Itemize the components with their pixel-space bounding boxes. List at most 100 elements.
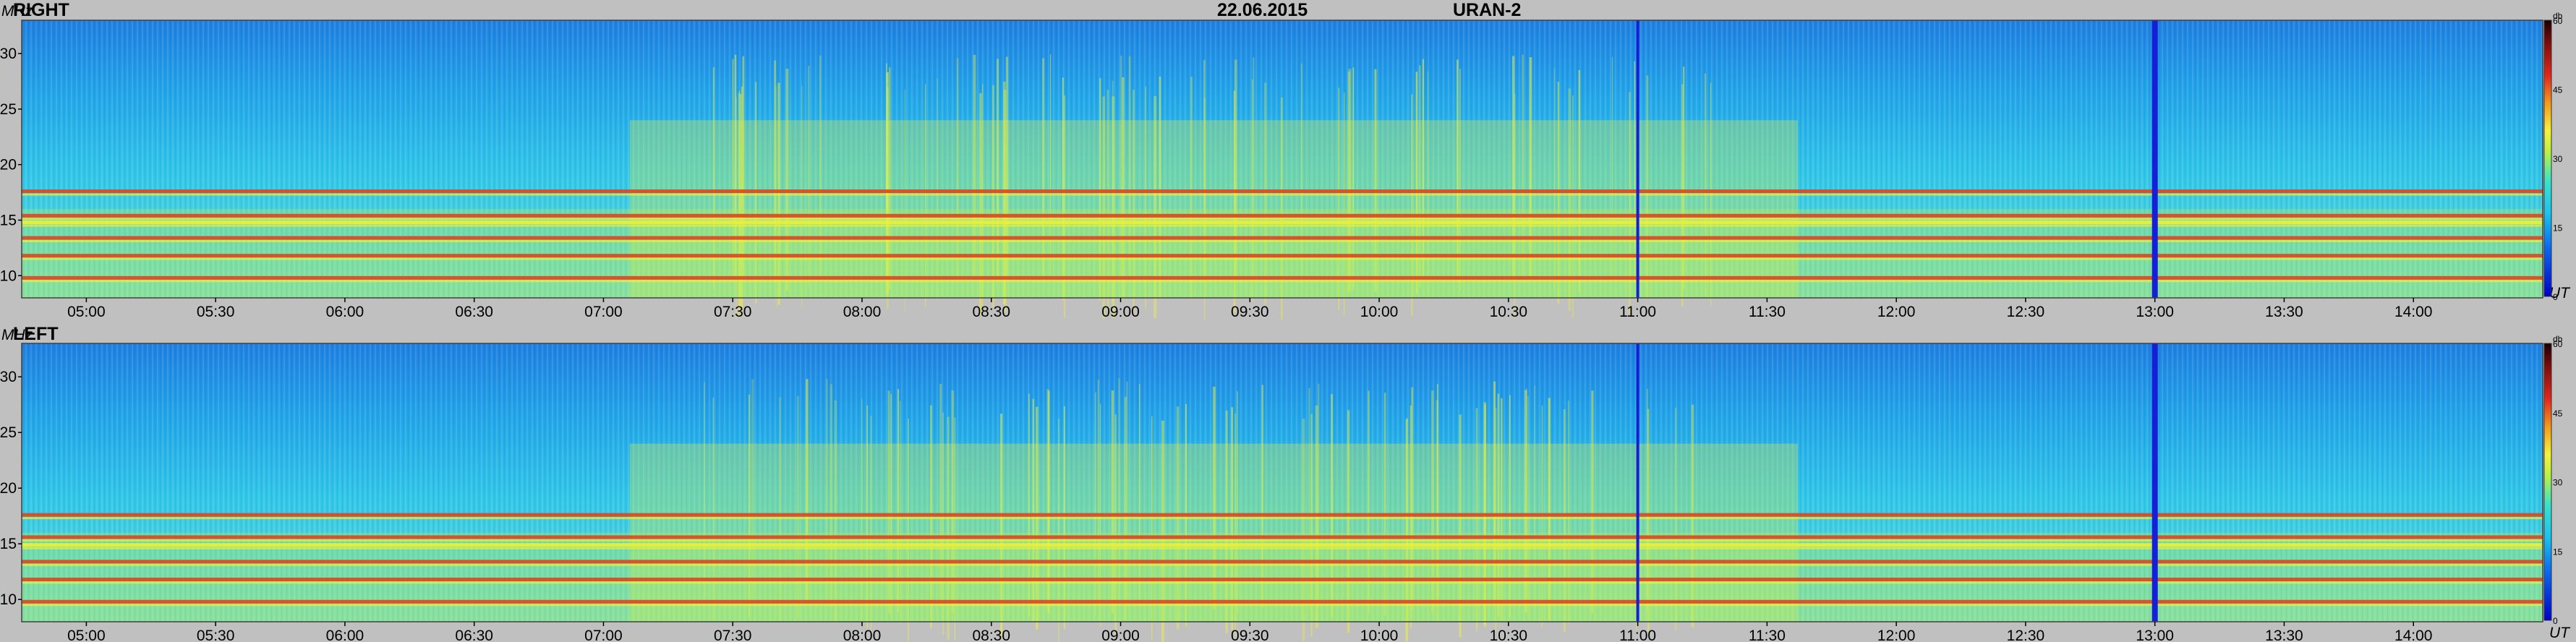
activity-streak — [1611, 57, 1613, 280]
activity-streak — [1102, 96, 1105, 319]
interference-band-halo — [22, 193, 2543, 196]
x-tick-label: 11:30 — [1749, 304, 1786, 320]
activity-streak — [1431, 390, 1434, 614]
x-tick-label: 10:00 — [1360, 304, 1399, 320]
activity-streak — [1501, 398, 1503, 621]
activity-streak — [779, 397, 781, 620]
activity-streak — [774, 60, 777, 283]
activity-streak — [1049, 54, 1052, 277]
activity-streak — [829, 384, 833, 607]
activity-streak — [1047, 390, 1050, 614]
activity-streak — [704, 382, 705, 605]
activity-streak — [886, 72, 889, 295]
activity-streak — [1522, 54, 1524, 277]
x-tick-label: 10:30 — [1490, 628, 1528, 642]
activity-streak — [740, 93, 742, 317]
activity-streak — [1422, 59, 1424, 281]
activity-streak — [1348, 69, 1352, 291]
activity-streak — [751, 379, 754, 602]
activity-streak — [1459, 69, 1461, 291]
activity-streak — [1683, 67, 1685, 289]
activity-streak — [1203, 59, 1206, 283]
activity-streak — [712, 67, 715, 290]
activity-streak — [1411, 387, 1414, 610]
activity-streak — [1409, 405, 1412, 628]
activity-streak — [1406, 418, 1409, 641]
x-tick-label: 09:30 — [1231, 628, 1269, 642]
activity-streak — [1058, 419, 1059, 642]
activity-streak — [1004, 90, 1007, 312]
interference-band — [22, 513, 2543, 517]
plot-frame — [21, 20, 2543, 299]
x-tick-label: 06:00 — [326, 628, 364, 642]
x-tick-label: 09:30 — [1231, 304, 1269, 320]
activity-streak — [1005, 56, 1009, 279]
activity-streak — [1419, 65, 1421, 288]
spectrogram-panel-left: 10 15 20 25 30 05:00 05:30 06:00 06:30 07:00 07:30… — [0, 334, 2563, 642]
activity-streak — [1145, 86, 1146, 309]
x-tick-label: 08:30 — [972, 628, 1010, 642]
activity-streak — [992, 85, 994, 308]
spectrogram-texture — [22, 343, 2543, 622]
activity-streak — [1310, 414, 1313, 637]
interference-band — [22, 189, 2543, 194]
activity-streak — [1457, 59, 1459, 282]
colorbar-tick-label: 45 — [2553, 85, 2563, 95]
activity-streak — [801, 85, 803, 308]
activity-streak — [834, 400, 837, 623]
x-tick-label: 13:30 — [2265, 304, 2303, 320]
activity-streak — [1497, 393, 1500, 617]
activity-streak — [734, 54, 737, 278]
activity-streak — [738, 93, 740, 315]
spectrogram-texture — [22, 20, 2543, 298]
activity-streak — [889, 67, 891, 290]
activity-streak — [1352, 67, 1355, 290]
activity-streak — [1578, 69, 1580, 293]
activity-streak — [1541, 405, 1543, 628]
x-tick-label: 07:00 — [584, 304, 623, 320]
activity-streak — [1261, 385, 1263, 608]
spectrogram-panel-right: 10 15 20 25 30 05:00 05:30 06:00 06:30 07:00 07:30… — [0, 11, 2563, 320]
activity-streak — [1213, 386, 1216, 609]
activity-streak — [1126, 381, 1128, 604]
x-tick-label: 09:00 — [1101, 628, 1140, 642]
interference-band-halo — [22, 280, 2543, 283]
interference-band — [22, 213, 2543, 218]
x-tick-label: 05:30 — [197, 628, 235, 642]
activity-streak — [1493, 381, 1496, 604]
y-tick-label: 10 — [0, 591, 17, 608]
x-tick-label: 13:30 — [2265, 628, 2303, 642]
activity-streak — [1704, 73, 1707, 296]
interference-band-halo — [22, 240, 2543, 243]
activity-streak — [1111, 390, 1114, 614]
x-tick-label: 12:00 — [1877, 628, 1916, 642]
activity-streak — [1411, 94, 1413, 317]
interference-band-halo — [22, 581, 2543, 584]
x-unit-label-bottom: UT — [2549, 625, 2571, 641]
x-tick-label: 07:30 — [714, 628, 752, 642]
activity-streak — [951, 390, 955, 613]
activity-streak — [1151, 416, 1153, 639]
activity-streak — [712, 397, 715, 620]
activity-streak — [979, 93, 982, 316]
colorbar-tick-label: 45 — [2553, 408, 2563, 419]
activity-streak — [1041, 58, 1045, 281]
x-tick-label: 11:30 — [1749, 628, 1786, 642]
observation-date: 22.06.2015 — [1217, 0, 1308, 20]
activity-streak — [1571, 95, 1574, 318]
x-tick-label: 13:00 — [2136, 304, 2174, 320]
colorbar-tick-label: 15 — [2553, 223, 2563, 234]
activity-streak — [1634, 61, 1636, 284]
activity-streak — [1159, 76, 1161, 299]
colorbar-unit-label: db — [2553, 11, 2563, 21]
instrument-name: URAN-2 — [1453, 0, 1521, 20]
colorbar-tick-label: 0 — [2553, 616, 2558, 626]
interference-band-halo — [22, 604, 2543, 607]
activity-streak — [1124, 396, 1127, 620]
time-marker-line — [1636, 343, 1639, 622]
activity-streak — [1203, 98, 1206, 320]
x-tick-label: 06:30 — [455, 628, 493, 642]
x-tick-label: 07:00 — [584, 628, 623, 642]
activity-streak — [1374, 69, 1377, 291]
x-tick-label: 14:00 — [2394, 628, 2433, 642]
